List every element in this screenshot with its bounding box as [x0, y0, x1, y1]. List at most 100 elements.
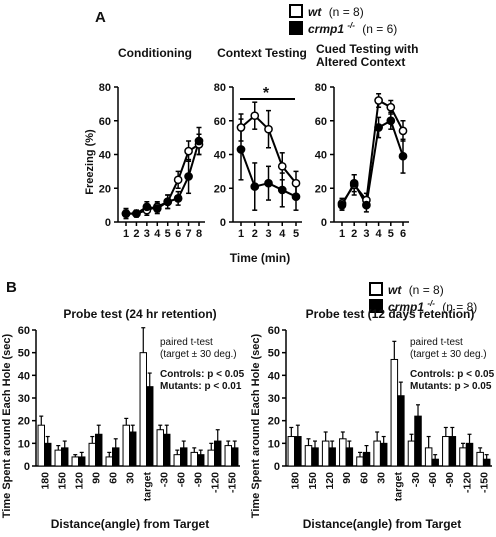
bar-wt [373, 440, 381, 467]
x-tick-label: 180 [290, 472, 302, 490]
x-tick-label: 1 [123, 228, 129, 240]
y-tick-label: 60 [99, 116, 111, 128]
bar-wt [224, 445, 232, 467]
bar-wt [390, 358, 399, 467]
y-tick-label: 20 [99, 183, 111, 195]
point-mutant [349, 178, 359, 188]
legend-b-mut-sup: -/- [427, 299, 435, 308]
bar-mutant [431, 458, 439, 467]
bar-mutant [180, 447, 188, 467]
legend-b-wt-swatch [369, 282, 383, 296]
stats-12-line1: paired t-test [410, 337, 463, 348]
legend-a-mut-swatch [289, 21, 303, 35]
x-tick-label: 60 [358, 472, 370, 484]
title-context: Context Testing [217, 46, 307, 60]
point-wt [236, 123, 246, 132]
bar-mutant [231, 447, 239, 467]
x-tick-label: -30 [410, 472, 422, 487]
x-tick-label: 6 [400, 228, 406, 240]
stats-24-line3: Controls: p < 0.05 [160, 369, 245, 380]
panel-a-label: A [95, 9, 106, 26]
bar-mutant [112, 447, 120, 467]
point-mutant [152, 204, 162, 213]
bar-wt [207, 449, 215, 467]
y-tick-label: 20 [315, 183, 327, 195]
y-tick-label: 30 [18, 393, 30, 405]
chart-probe-24: 0 10 20 30 40 50 60 180 150 120 90 60 30 target -30 -60… [18, 325, 240, 501]
bar-wt [139, 352, 147, 467]
title-probe-12: Probe test (12 days retention) [306, 307, 475, 321]
x-tick-label: -90 [444, 472, 456, 487]
chart-conditioning: 0 20 40 60 80 1 2 3 4 5 6 7 8 [99, 82, 205, 240]
bar-wt [122, 424, 131, 467]
point-wt [277, 161, 287, 171]
svg-text:crmp1 -/- (n = 6): crmp1 -/- (n = 6) [308, 17, 397, 36]
point-wt [250, 111, 260, 121]
x-tick-label: -30 [159, 472, 171, 487]
y-tick-label: 30 [268, 393, 280, 405]
stats-12-line4: Mutants: p > 0.05 [410, 381, 492, 392]
legend-a-mut-name: crmp1 [308, 22, 344, 36]
title-conditioning: Conditioning [118, 46, 192, 60]
x-tick-label: 4 [279, 228, 286, 240]
xlabel-b-right: Distance(angle) from Target [303, 517, 461, 531]
chart-cued: 0 20 40 60 80 1 2 3 4 5 6 [315, 82, 409, 240]
point-mutant [291, 192, 301, 202]
x-tick-label: 30 [125, 472, 137, 484]
title-cued-line1: Cued Testing with [316, 42, 418, 56]
y-tick-label: 60 [315, 116, 327, 128]
x-tick-label: -150 [478, 472, 490, 493]
legend-a-wt-swatch [289, 4, 303, 18]
x-tick-label: 6 [175, 228, 181, 240]
bar-mutant [197, 454, 205, 467]
bar-mutant [311, 447, 319, 467]
x-tick-label: 90 [341, 472, 353, 484]
bar-wt [190, 451, 198, 467]
y-tick-label: 60 [214, 116, 226, 128]
y-tick-label: 40 [214, 150, 226, 162]
point-wt [374, 96, 383, 105]
point-mutant [250, 182, 260, 191]
bar-wt [71, 456, 80, 467]
bar-mutant [129, 431, 137, 467]
bar-wt [173, 454, 181, 467]
y-tick-label: 50 [268, 348, 280, 360]
bar-wt [356, 456, 364, 467]
y-tick-label: 50 [18, 348, 30, 360]
bar-wt [321, 440, 330, 467]
x-tick-label: 5 [388, 228, 394, 240]
series-line-mutant [341, 119, 404, 209]
x-tick-label: 5 [293, 228, 299, 240]
y-tick-label: 0 [105, 217, 111, 229]
legend-b-mut-name: crmp1 [388, 300, 424, 314]
xlabel-b-left: Distance(angle) from Target [51, 517, 209, 531]
y-tick-label: 20 [268, 416, 280, 428]
bar-wt [476, 451, 484, 467]
x-tick-label: 180 [40, 472, 52, 490]
point-wt [291, 178, 301, 188]
x-tick-label: 1 [339, 228, 345, 240]
y-tick-label: 0 [321, 217, 327, 229]
point-mutant [236, 145, 246, 154]
legend-b-mut-swatch [369, 299, 383, 313]
point-wt [184, 146, 193, 156]
bar-wt [442, 436, 450, 467]
stats-12-line3: Controls: p < 0.05 [410, 369, 495, 380]
point-mutant [121, 209, 131, 218]
y-tick-label: 40 [99, 150, 111, 162]
bar-mutant [482, 458, 491, 467]
y-tick-label: 60 [268, 325, 280, 337]
legend-b-wt-name: wt [388, 283, 402, 297]
bar-wt [156, 429, 164, 467]
bar-mutant [146, 386, 154, 467]
x-tick-label: -150 [227, 472, 239, 493]
x-tick-label: 4 [376, 228, 383, 240]
y-tick-label: 10 [268, 438, 280, 450]
bar-wt [105, 456, 114, 467]
bar-mutant [44, 442, 52, 467]
x-tick-label: 2 [351, 228, 357, 240]
xlabel-a: Time (min) [230, 251, 290, 265]
x-tick-label: 2 [133, 228, 139, 240]
bar-mutant [379, 442, 388, 467]
svg-text:crmp1 -/- (n = 8): crmp1 -/- (n = 8) [388, 295, 477, 314]
